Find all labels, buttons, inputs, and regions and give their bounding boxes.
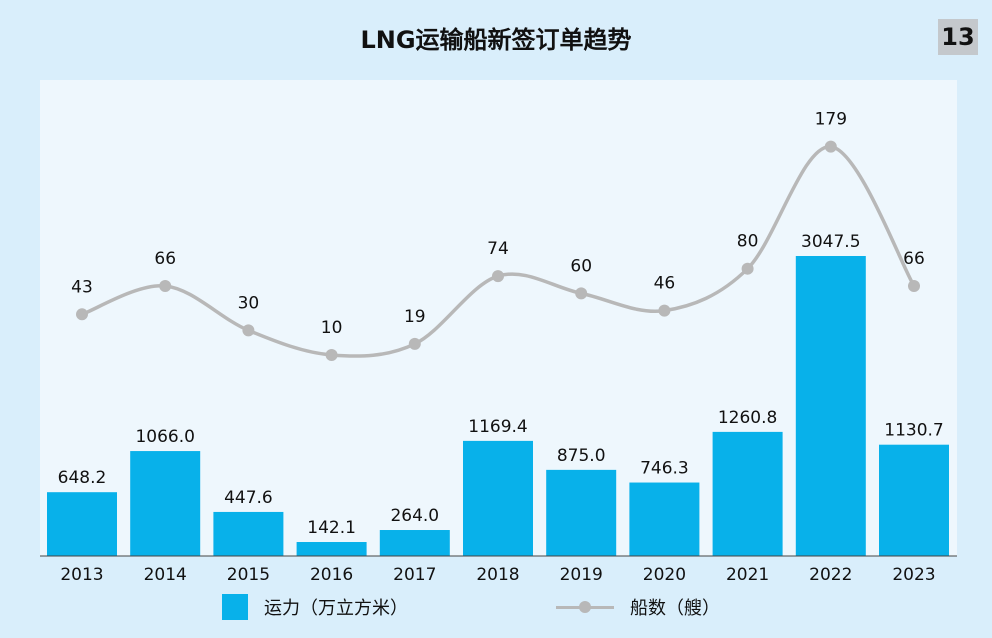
bar-value-label-2020: 746.3 xyxy=(640,459,689,479)
legend-line-swatch xyxy=(556,597,614,617)
ships-point-2021 xyxy=(741,262,754,275)
bar-value-label-2021: 1260.8 xyxy=(718,408,777,428)
x-tick-label-2014: 2014 xyxy=(144,565,187,585)
bar-2023 xyxy=(879,444,949,556)
bar-2022 xyxy=(795,256,866,556)
bar-2016 xyxy=(296,542,367,556)
ships-point-2013 xyxy=(76,308,88,321)
ships-line xyxy=(81,144,916,358)
page-number-badge: 13 xyxy=(938,19,978,55)
bar-2015 xyxy=(213,511,284,556)
bar-value-label-2016: 142.1 xyxy=(307,518,356,538)
bar-2017 xyxy=(379,530,450,556)
x-tick-label-2018: 2018 xyxy=(476,565,519,585)
x-tick-label-2019: 2019 xyxy=(560,565,603,585)
ships-point-2018 xyxy=(492,270,504,283)
bar-2021 xyxy=(712,431,783,556)
ships-value-label-2021: 80 xyxy=(737,232,759,252)
ships-value-label-2018: 74 xyxy=(487,239,509,259)
x-tick-label-2016: 2016 xyxy=(310,565,353,585)
ships-point-2019 xyxy=(575,287,588,300)
ships-point-2023 xyxy=(908,279,920,292)
bar-value-label-2023: 1130.7 xyxy=(884,421,943,441)
ships-value-label-2019: 60 xyxy=(570,256,592,276)
x-tick-label-2020: 2020 xyxy=(643,565,686,585)
x-tick-label-2015: 2015 xyxy=(227,565,270,585)
ships-point-2014 xyxy=(159,279,172,292)
ships-point-2022 xyxy=(824,140,837,153)
x-tick-label-2023: 2023 xyxy=(892,565,935,585)
legend-item-capacity: 运力（万立方米） xyxy=(222,594,408,620)
ships-value-label-2013: 43 xyxy=(71,277,93,297)
chart-title: LNG运输船新签订单趋势 xyxy=(360,26,632,54)
ships-value-label-2015: 30 xyxy=(238,293,260,313)
legend-label-capacity: 运力（万立方米） xyxy=(264,598,408,619)
ships-value-label-2022: 179 xyxy=(815,110,847,130)
ships-value-label-2014: 66 xyxy=(154,249,176,269)
x-tick-label-2022: 2022 xyxy=(809,565,852,585)
bar-value-label-2018: 1169.4 xyxy=(468,417,527,437)
ships-point-2015 xyxy=(242,324,255,337)
bar-2018 xyxy=(463,440,533,556)
bar-value-label-2015: 447.6 xyxy=(224,488,273,508)
bar-value-label-2022: 3047.5 xyxy=(801,232,860,252)
ships-value-label-2016: 10 xyxy=(321,318,343,338)
ships-value-label-2020: 46 xyxy=(654,274,676,294)
bar-2020 xyxy=(629,482,700,556)
bar-2013 xyxy=(47,492,117,556)
bar-value-label-2014: 1066.0 xyxy=(135,427,194,447)
x-tick-label-2017: 2017 xyxy=(393,565,436,585)
ships-value-label-2017: 19 xyxy=(404,307,426,327)
legend: 运力（万立方米） 船数（艘） xyxy=(0,594,992,624)
ships-point-2017 xyxy=(408,337,421,350)
ships-point-2016 xyxy=(325,349,338,361)
legend-label-ships: 船数（艘） xyxy=(630,598,720,619)
bar-value-label-2019: 875.0 xyxy=(557,446,606,466)
legend-bar-swatch xyxy=(222,594,248,620)
bar-2019 xyxy=(546,469,617,556)
x-tick-label-2013: 2013 xyxy=(60,565,103,585)
bar-value-label-2017: 264.0 xyxy=(390,506,439,526)
legend-item-ships: 船数（艘） xyxy=(556,594,720,620)
bar-2014 xyxy=(130,451,201,556)
ships-value-label-2023: 66 xyxy=(903,249,925,269)
x-tick-label-2021: 2021 xyxy=(726,565,769,585)
ships-point-2020 xyxy=(658,304,671,317)
bar-value-label-2013: 648.2 xyxy=(58,468,107,488)
